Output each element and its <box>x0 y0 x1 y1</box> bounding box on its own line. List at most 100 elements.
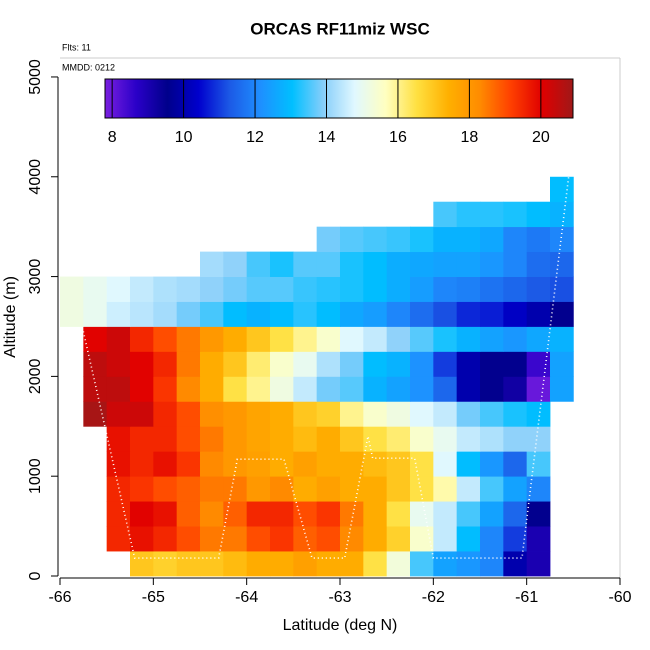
heat-cell <box>200 551 224 577</box>
heat-cell <box>340 401 364 427</box>
heat-cell <box>456 376 481 402</box>
colorbar-tick-label: 12 <box>246 129 264 146</box>
heat-cell <box>200 301 224 327</box>
heat-cell <box>526 301 551 327</box>
heat-cell <box>526 276 551 302</box>
heat-cell <box>246 551 271 577</box>
heat-cell <box>363 276 388 302</box>
heat-cell <box>503 451 528 477</box>
heat-cell <box>270 351 294 377</box>
heat-cell <box>363 301 388 327</box>
heat-cell <box>153 476 178 502</box>
heat-cell <box>340 251 364 277</box>
heat-cell <box>223 251 248 277</box>
heat-cell <box>200 351 224 377</box>
heat-cell <box>83 301 108 327</box>
chart-title: ORCAS RF11miz WSC <box>250 19 429 38</box>
heat-cell <box>386 276 411 302</box>
heat-cell <box>153 351 178 377</box>
colorbar-tick-label: 8 <box>108 129 117 146</box>
heat-cell <box>200 276 224 302</box>
heat-cell <box>363 501 388 527</box>
heat-cell <box>526 226 551 253</box>
heat-cell <box>176 376 201 402</box>
heat-cell <box>386 526 411 552</box>
heat-cell <box>340 376 364 402</box>
heat-cell <box>270 426 294 452</box>
heat-cell <box>293 526 318 552</box>
heat-cell <box>176 451 201 477</box>
heat-cell <box>410 326 434 352</box>
heat-cell <box>363 551 388 577</box>
heat-cell <box>480 451 504 477</box>
heat-cell <box>363 251 388 277</box>
heat-cell <box>106 326 131 352</box>
heat-cell <box>130 501 154 527</box>
heat-cell <box>130 476 154 502</box>
x-tick-label: -65 <box>142 589 165 606</box>
heat-cell <box>176 501 201 527</box>
heat-cell <box>526 426 551 452</box>
heat-cell <box>480 501 504 527</box>
heat-cell <box>316 426 341 452</box>
heat-cell <box>223 501 248 527</box>
heat-cell <box>316 376 341 402</box>
heat-cell <box>480 401 504 427</box>
heat-cell <box>130 376 154 402</box>
heat-cell <box>550 301 574 327</box>
heat-cell <box>363 426 388 452</box>
heat-cell <box>410 551 434 577</box>
heat-cell <box>480 376 504 402</box>
heat-cell <box>503 476 528 502</box>
heat-cell <box>200 451 224 477</box>
heat-cell <box>363 351 388 377</box>
heat-cell <box>130 401 154 427</box>
heat-cell <box>526 201 551 228</box>
heat-cell <box>480 326 504 352</box>
heat-cell <box>456 326 481 352</box>
heat-cell <box>293 401 318 427</box>
heat-cell <box>433 326 458 352</box>
heat-cell <box>316 351 341 377</box>
heat-cell <box>83 351 108 377</box>
annotation: MMDD: 0212 <box>62 62 115 72</box>
heat-cell <box>106 476 131 502</box>
heat-cell <box>456 276 481 302</box>
heat-cell <box>526 451 551 477</box>
heat-cell <box>456 451 481 477</box>
heat-cell <box>550 251 574 277</box>
heat-cell <box>386 426 411 452</box>
heat-cell <box>316 451 341 477</box>
heat-cell <box>503 376 528 402</box>
heat-cell <box>456 551 481 577</box>
heat-cell <box>293 301 318 327</box>
heat-cell <box>340 526 364 552</box>
heat-cell <box>456 501 481 527</box>
y-tick-label: 3000 <box>27 259 44 295</box>
heat-cell <box>433 251 458 277</box>
x-axis-label: Latitude (deg N) <box>283 617 398 634</box>
heat-cell <box>433 451 458 477</box>
heat-cell <box>363 326 388 352</box>
x-tick-label: -66 <box>48 589 71 606</box>
heat-cell <box>83 376 108 402</box>
heat-cell <box>526 501 551 527</box>
heat-cell <box>386 301 411 327</box>
heat-cell <box>480 426 504 452</box>
heat-cell <box>153 451 178 477</box>
heat-cell <box>176 301 201 327</box>
heat-cell <box>153 276 178 302</box>
heat-cell <box>410 401 434 427</box>
heat-cell <box>293 501 318 527</box>
heat-cell <box>386 476 411 502</box>
heat-cell <box>153 326 178 352</box>
colorbar-tick-label: 20 <box>532 129 550 146</box>
heat-cell <box>410 376 434 402</box>
heat-cell <box>83 326 108 352</box>
heat-cell <box>410 426 434 452</box>
heat-cell <box>246 276 271 302</box>
heat-cell <box>293 351 318 377</box>
heat-cell <box>433 526 458 552</box>
heat-cell <box>456 401 481 427</box>
